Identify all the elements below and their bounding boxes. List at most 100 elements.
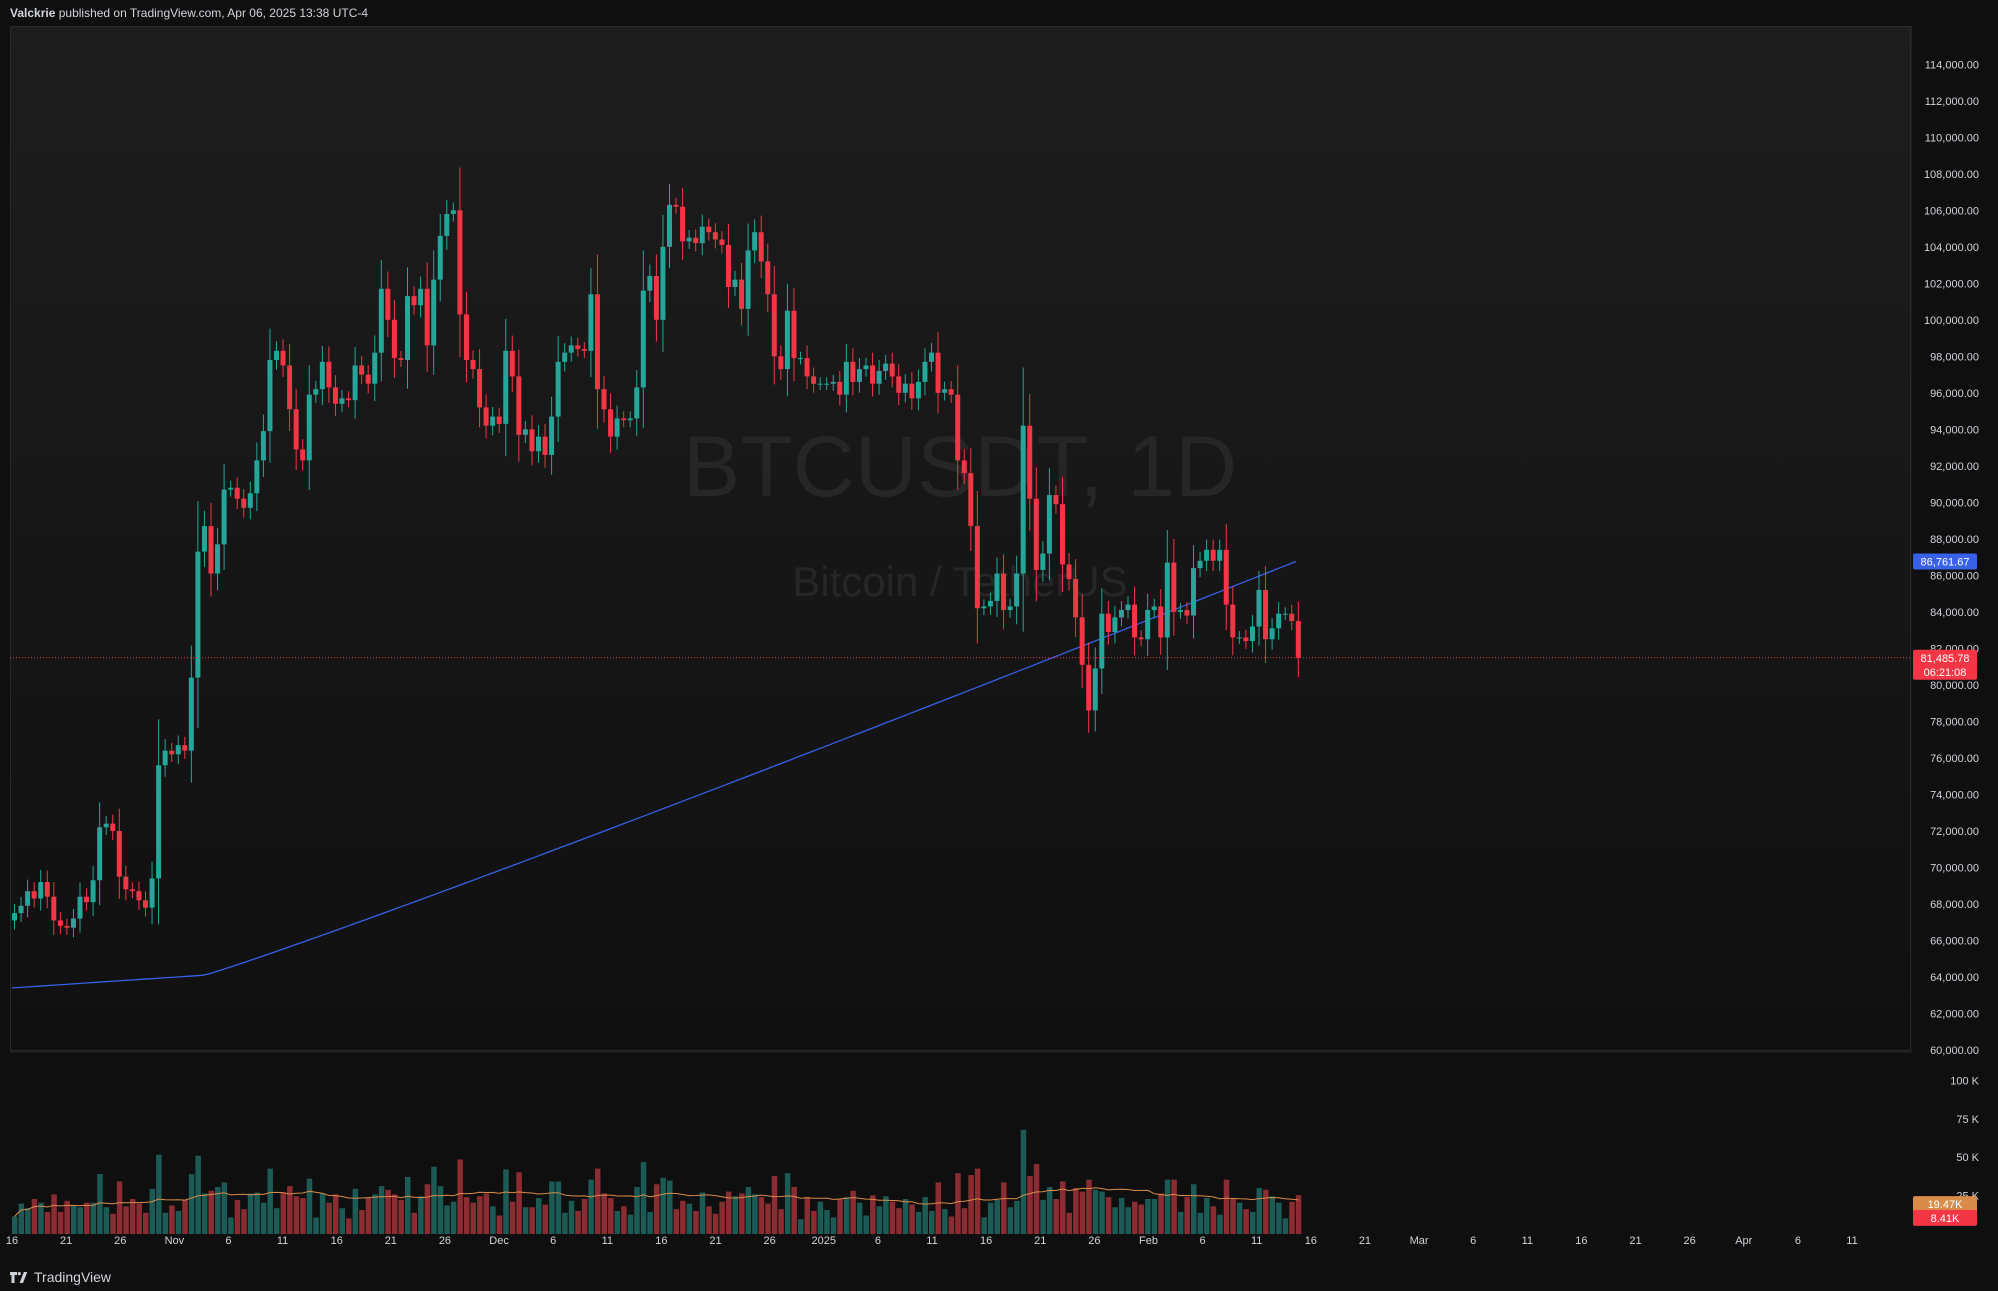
candle-body bbox=[372, 352, 378, 384]
volume-bar bbox=[169, 1205, 175, 1234]
price-tick-label: 78,000.00 bbox=[1930, 716, 1979, 728]
volume-bar bbox=[693, 1210, 699, 1234]
price-tick-label: 86,000.00 bbox=[1930, 570, 1979, 582]
candle-body bbox=[162, 750, 168, 766]
watermark-description: Bitcoin / TetherUS bbox=[792, 558, 1127, 605]
candle-body bbox=[896, 376, 902, 393]
volume-bar bbox=[228, 1217, 234, 1234]
candle-body bbox=[863, 365, 869, 370]
volume-bar bbox=[306, 1178, 313, 1234]
candle-body bbox=[1007, 606, 1013, 611]
time-tick-label: 6 bbox=[550, 1235, 556, 1247]
volume-bar bbox=[319, 1193, 326, 1234]
publish-info: published on TradingView.com, Apr 06, 20… bbox=[58, 6, 369, 20]
volume-bar bbox=[405, 1176, 411, 1234]
volume-bar bbox=[1256, 1187, 1262, 1234]
volume-bar bbox=[182, 1199, 188, 1234]
volume-last-label-bg bbox=[1913, 1209, 1977, 1226]
volume-bar bbox=[300, 1198, 306, 1234]
time-tick-label: 26 bbox=[439, 1235, 451, 1247]
candle-body bbox=[588, 294, 594, 351]
volume-ma-label-bg bbox=[1913, 1196, 1977, 1213]
candle-body bbox=[156, 765, 162, 879]
volume-bar bbox=[1263, 1189, 1269, 1234]
candle-body bbox=[175, 745, 181, 755]
candle-body bbox=[955, 394, 961, 461]
volume-ma-polyline bbox=[14, 1187, 1299, 1217]
candle-body bbox=[1171, 562, 1177, 612]
volume-bar bbox=[241, 1209, 247, 1234]
volume-bar bbox=[798, 1219, 804, 1234]
candle-body bbox=[942, 389, 948, 393]
candle-body bbox=[725, 244, 731, 287]
candle-body bbox=[653, 276, 659, 320]
volume-bar bbox=[850, 1190, 856, 1234]
volume-bar bbox=[667, 1180, 673, 1234]
time-tick-label: 16 bbox=[1575, 1235, 1587, 1247]
candle-body bbox=[961, 460, 967, 474]
candle-body bbox=[201, 526, 207, 552]
candle-body bbox=[503, 350, 509, 424]
candle-body bbox=[1066, 564, 1072, 580]
volume-axis[interactable]: 100 K75 K50 K25 K bbox=[1950, 1075, 1979, 1202]
time-tick-label: 6 bbox=[225, 1235, 231, 1247]
volume-bar bbox=[640, 1162, 647, 1234]
volume-bar bbox=[758, 1197, 765, 1234]
candle-body bbox=[817, 383, 823, 385]
candle-body bbox=[568, 345, 574, 353]
author-name[interactable]: Valckrie bbox=[10, 6, 56, 20]
candle-body bbox=[1145, 610, 1151, 640]
volume-bar bbox=[424, 1184, 431, 1234]
ma-price-label: 86,761.67 bbox=[1921, 556, 1970, 568]
candle-body bbox=[97, 827, 103, 881]
volume-bar bbox=[1230, 1198, 1236, 1234]
volume-bar bbox=[1105, 1197, 1112, 1234]
candle-body bbox=[621, 418, 627, 421]
candle-body bbox=[549, 416, 555, 455]
candle-body bbox=[431, 279, 437, 346]
volume-bar bbox=[391, 1194, 398, 1234]
countdown-label: 06:21:08 bbox=[1924, 667, 1967, 679]
tradingview-logo[interactable]: TradingView bbox=[10, 1268, 111, 1286]
candle-body bbox=[601, 389, 607, 410]
candle-body bbox=[1132, 604, 1138, 638]
volume-bar bbox=[968, 1175, 974, 1234]
candle-body bbox=[660, 246, 666, 320]
volume-bar bbox=[201, 1193, 208, 1234]
volume-bar bbox=[293, 1196, 300, 1234]
candle-body bbox=[25, 891, 31, 906]
volume-bar bbox=[1184, 1197, 1190, 1234]
volume-bar bbox=[752, 1194, 758, 1234]
volume-bar bbox=[699, 1192, 706, 1234]
candle-body bbox=[332, 387, 338, 404]
candle-body bbox=[31, 891, 37, 899]
volume-bar bbox=[372, 1194, 378, 1234]
candle-body bbox=[116, 830, 122, 877]
volume-bar bbox=[31, 1198, 38, 1234]
volume-bar bbox=[431, 1166, 437, 1234]
candle-body bbox=[1046, 495, 1052, 554]
volume-bar bbox=[477, 1196, 483, 1234]
price-chart[interactable]: BTCUSDT, 1D Bitcoin / TetherUS 114,000.0… bbox=[0, 26, 1998, 1262]
candle-body bbox=[1020, 425, 1026, 574]
volume-bar bbox=[745, 1187, 752, 1234]
price-tick-label: 68,000.00 bbox=[1930, 899, 1979, 911]
candle-body bbox=[516, 376, 522, 435]
candle-body bbox=[1256, 589, 1262, 627]
candle-body bbox=[1112, 617, 1118, 632]
volume-bar bbox=[922, 1197, 928, 1234]
volume-bar bbox=[686, 1203, 693, 1234]
candle-body bbox=[418, 288, 424, 306]
candle-body bbox=[12, 913, 17, 921]
time-axis[interactable]: 16 21 26 Nov 6 11 16 21 26 Dec 6 11 16 21 26 2025 6 11 16 2… bbox=[6, 1235, 1858, 1247]
volume-bar bbox=[575, 1210, 581, 1234]
volume-bar bbox=[581, 1198, 588, 1234]
volume-bar bbox=[1027, 1175, 1033, 1234]
time-tick-label: 26 bbox=[114, 1235, 126, 1247]
volume-bar bbox=[38, 1202, 44, 1234]
volume-bar bbox=[555, 1181, 562, 1234]
price-axis[interactable]: 114,000.00 112,000.00 110,000.00 108,000.00… bbox=[1924, 59, 1979, 1057]
candle-body bbox=[470, 359, 476, 370]
volume-bar bbox=[1282, 1218, 1289, 1234]
candle-body bbox=[922, 361, 928, 382]
